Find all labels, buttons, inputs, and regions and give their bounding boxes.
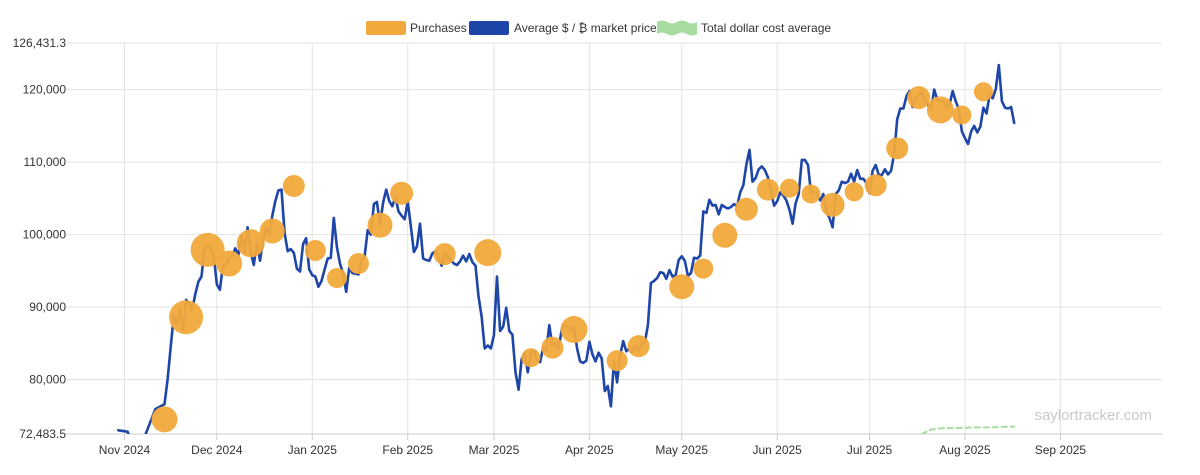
purchase-bubble[interactable] <box>693 258 714 279</box>
series-layer <box>117 63 1016 434</box>
legend-item-dollar-cost-average[interactable]: Total dollar cost average <box>657 20 831 36</box>
purchase-bubble[interactable] <box>734 197 758 221</box>
purchase-bubble[interactable] <box>712 222 738 248</box>
purchase-bubble[interactable] <box>151 406 178 433</box>
purchase-bubble[interactable] <box>433 243 456 266</box>
chart-legend[interactable]: Purchases Average $ / ₿ market price Tot… <box>366 20 831 36</box>
purchase-bubble[interactable] <box>560 316 588 344</box>
purchase-bubble[interactable] <box>282 175 305 198</box>
purchase-bubble[interactable] <box>190 232 225 267</box>
watermark-text: saylortracker.com <box>1034 407 1152 424</box>
purchase-bubble[interactable] <box>390 181 414 205</box>
x-tick-label: Sep 2025 <box>1035 443 1087 457</box>
purchase-bubble[interactable] <box>907 86 931 110</box>
purchase-bubbles[interactable] <box>151 82 993 433</box>
y-tick-label: 110,000 <box>24 155 67 169</box>
purchase-bubble[interactable] <box>474 239 502 267</box>
x-tick-label: May 2025 <box>655 443 708 457</box>
dollar-cost-average-legend-label: Total dollar cost average <box>701 21 831 35</box>
x-tick-label: Feb 2025 <box>382 443 433 457</box>
purchase-bubble[interactable] <box>669 274 695 300</box>
purchases-legend-label: Purchases <box>410 21 467 35</box>
y-tick-label: 90,000 <box>29 300 66 314</box>
purchase-bubble[interactable] <box>347 253 369 275</box>
purchase-bubble[interactable] <box>259 218 285 244</box>
purchase-bubble[interactable] <box>820 192 845 217</box>
y-tick-label: 80,000 <box>29 373 66 387</box>
purchases-legend-swatch <box>366 21 406 35</box>
purchase-bubble[interactable] <box>606 350 628 372</box>
purchase-bubble[interactable] <box>627 335 650 358</box>
purchase-bubble[interactable] <box>926 96 954 124</box>
x-tick-label: Jul 2025 <box>847 443 893 457</box>
dollar-cost-average-line <box>920 425 1016 434</box>
x-tick-label: Mar 2025 <box>469 443 520 457</box>
purchase-bubble[interactable] <box>801 184 821 204</box>
purchase-bubble[interactable] <box>521 348 541 368</box>
y-tick-label: 72,483.5 <box>19 427 66 441</box>
market-price-legend-label: Average $ / ₿ market price <box>514 21 657 35</box>
purchase-bubble[interactable] <box>541 336 564 359</box>
purchase-bubble[interactable] <box>326 268 347 289</box>
x-tick-label: Nov 2024 <box>99 443 151 457</box>
purchase-bubble[interactable] <box>756 178 779 201</box>
purchase-bubble[interactable] <box>236 229 265 258</box>
dollar-cost-average-legend-swatch <box>657 20 697 36</box>
y-axis: 126,431.3 120,000 110,000 100,000 90,000 80,0… <box>13 36 67 441</box>
market-price-line <box>117 63 1016 434</box>
x-tick-label: Jun 2025 <box>752 443 802 457</box>
purchase-bubble[interactable] <box>216 250 243 277</box>
legend-item-market-price[interactable]: Average $ / ₿ market price <box>469 21 657 35</box>
purchase-bubble[interactable] <box>864 174 887 197</box>
y-tick-label: 120,000 <box>23 83 67 97</box>
x-tick-label: Aug 2025 <box>939 443 991 457</box>
y-tick-label: 126,431.3 <box>13 36 67 50</box>
purchase-bubble[interactable] <box>367 212 393 238</box>
purchase-bubble[interactable] <box>844 182 864 202</box>
legend-item-purchases[interactable]: Purchases <box>366 21 467 35</box>
x-tick-label: Dec 2024 <box>191 443 243 457</box>
y-tick-label: 100,000 <box>23 228 67 242</box>
purchase-bubble[interactable] <box>973 82 993 102</box>
purchase-bubble[interactable] <box>952 105 972 125</box>
market-price-legend-swatch <box>469 21 509 35</box>
purchase-bubble[interactable] <box>169 300 204 335</box>
x-tick-label: Jan 2025 <box>288 443 338 457</box>
purchase-bubble[interactable] <box>779 178 799 198</box>
x-tick-label: Apr 2025 <box>565 443 614 457</box>
x-axis: Nov 2024 Dec 2024 Jan 2025 Feb 2025 Mar 2025… <box>66 433 1162 457</box>
purchase-bubble[interactable] <box>304 240 326 262</box>
purchase-bubble[interactable] <box>886 137 909 160</box>
